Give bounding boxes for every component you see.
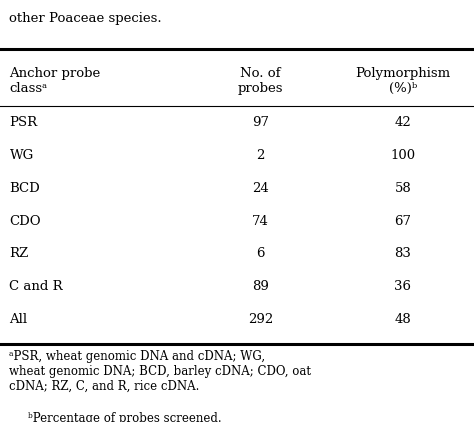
Text: 36: 36 — [394, 280, 411, 293]
Text: 67: 67 — [394, 214, 411, 227]
Text: 2: 2 — [256, 149, 265, 162]
Text: 6: 6 — [256, 247, 265, 260]
Text: 89: 89 — [252, 280, 269, 293]
Text: 74: 74 — [252, 214, 269, 227]
Text: All: All — [9, 313, 27, 326]
Text: 97: 97 — [252, 116, 269, 129]
Text: Polymorphism
(%)ᵇ: Polymorphism (%)ᵇ — [356, 67, 450, 95]
Text: 100: 100 — [390, 149, 416, 162]
Text: PSR: PSR — [9, 116, 37, 129]
Text: RZ: RZ — [9, 247, 29, 260]
Text: 24: 24 — [252, 182, 269, 195]
Text: 83: 83 — [394, 247, 411, 260]
Text: 42: 42 — [394, 116, 411, 129]
Text: 58: 58 — [394, 182, 411, 195]
Text: WG: WG — [9, 149, 34, 162]
Text: other Poaceae species.: other Poaceae species. — [9, 12, 162, 25]
Text: C and R: C and R — [9, 280, 63, 293]
Text: 292: 292 — [248, 313, 273, 326]
Text: ᵇPercentage of probes screened.: ᵇPercentage of probes screened. — [28, 412, 222, 422]
Text: Anchor probe
classᵃ: Anchor probe classᵃ — [9, 67, 101, 95]
Text: ᵃPSR, wheat genomic DNA and cDNA; WG,
wheat genomic DNA; BCD, barley cDNA; CDO, : ᵃPSR, wheat genomic DNA and cDNA; WG, wh… — [9, 350, 311, 393]
Text: 48: 48 — [394, 313, 411, 326]
Text: CDO: CDO — [9, 214, 41, 227]
Text: No. of
probes: No. of probes — [238, 67, 283, 95]
Text: BCD: BCD — [9, 182, 40, 195]
